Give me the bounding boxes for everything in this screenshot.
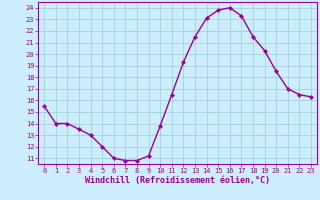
X-axis label: Windchill (Refroidissement éolien,°C): Windchill (Refroidissement éolien,°C)	[85, 176, 270, 185]
